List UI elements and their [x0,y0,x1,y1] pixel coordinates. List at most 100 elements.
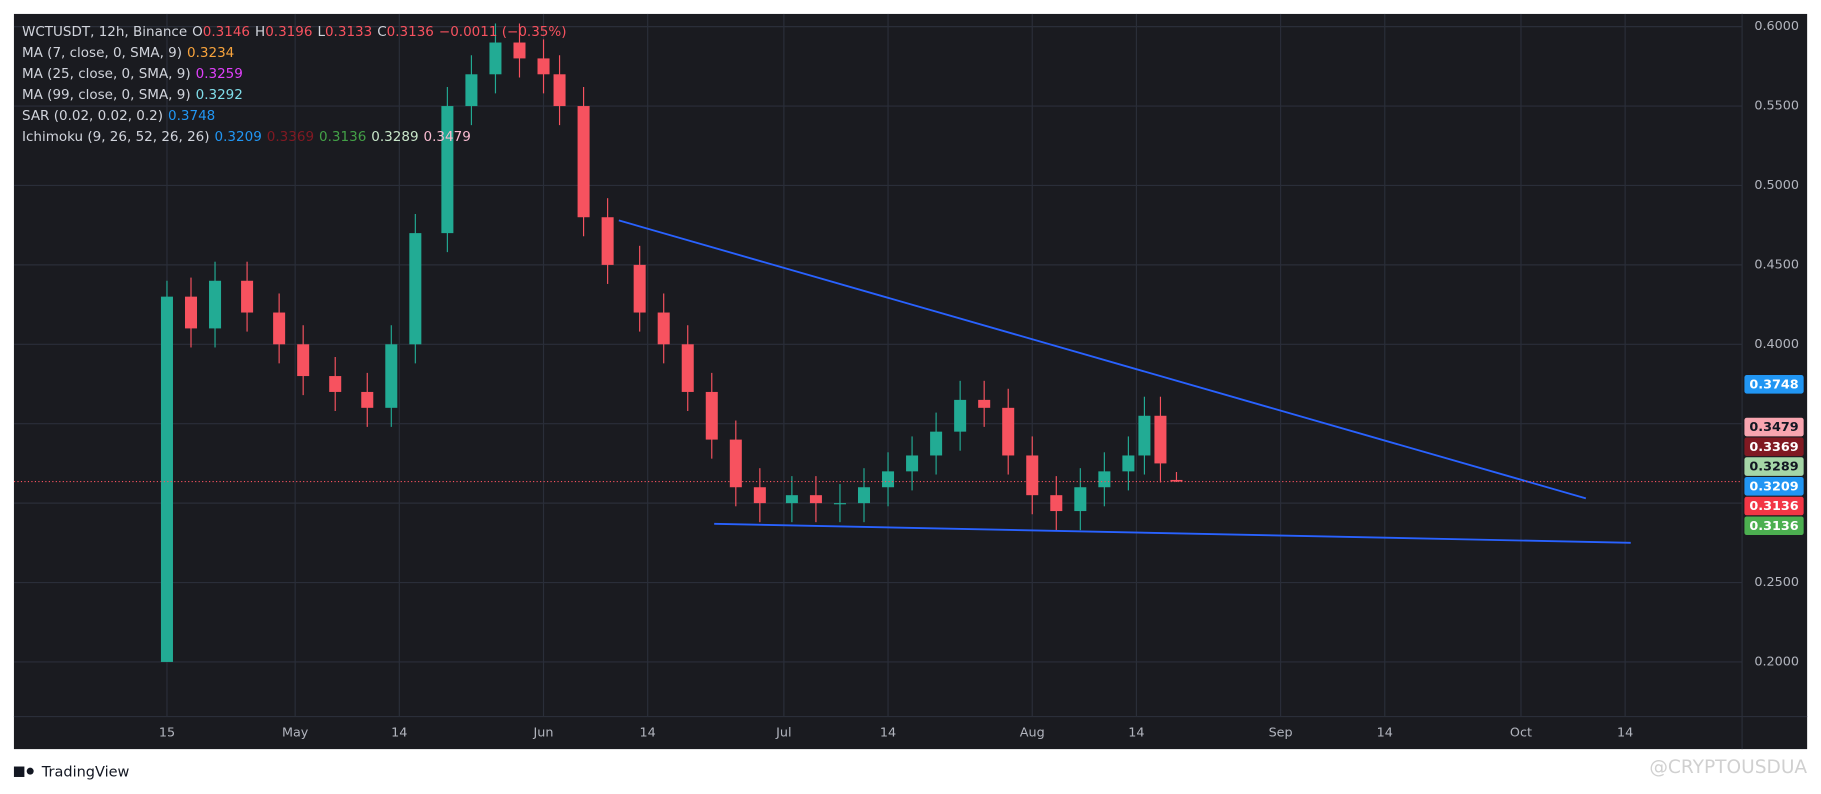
price-tag-label: 0.3289 [1749,460,1798,475]
price-tag [1744,375,1804,394]
candle-body [954,399,967,432]
chart-background [13,13,1808,750]
x-tick-label: Sep [1269,725,1293,740]
price-tag-label: 0.3479 [1749,420,1798,435]
indicator-value: 0.3234 [187,45,235,61]
x-tick-label: Aug [1020,725,1045,740]
candle-body [681,344,694,392]
candle-body [184,296,198,329]
candle-body [577,106,590,218]
candle-body [465,74,478,107]
indicator-name: MA (7, close, 0, SMA, 9) [22,45,183,61]
trendline [714,522,1631,544]
legend-row: MA (99, close, 0, SMA, 9) 0.3292 [22,85,571,106]
candle-body [209,280,222,329]
candle-body [601,217,614,265]
y-tick-label: 0.6000 [1754,19,1799,34]
x-tick-label: May [282,725,309,740]
price-tag [1744,476,1804,496]
x-tick-label: 14 [880,725,896,740]
candle-body [160,296,173,662]
indicator-name: Ichimoku (9, 26, 52, 26, 26) [22,129,210,145]
candle-body [489,42,502,75]
indicator-name: MA (99, close, 0, SMA, 9) [22,87,191,103]
candle-body [657,312,670,345]
price-tag-label: 0.3748 [1749,377,1798,392]
candle-body [857,487,871,504]
candle-body [906,455,919,472]
x-tick-label: 14 [391,725,407,740]
x-tick-label: Oct [1510,725,1532,740]
candle-body [409,233,422,345]
indicator-value: 0.3209 [214,129,262,145]
candle-body [385,344,398,408]
indicator-name: SAR (0.02, 0.02, 0.2) [22,108,164,124]
candle-body [1074,487,1087,512]
indicator-value: 0.3259 [195,66,243,82]
ohlc-label: O [192,24,203,40]
candle-body [1154,415,1167,464]
ohlc-label: L [317,24,325,40]
candle-body [553,74,566,107]
candle-body [753,487,766,504]
plot-area [13,13,1743,717]
ohlc-value: 0.3136 [386,24,434,40]
price-tag-label: 0.3209 [1749,479,1798,494]
candle-body [1098,471,1111,488]
candle-body [297,344,310,377]
legend-row: MA (25, close, 0, SMA, 9) 0.3259 [22,64,571,85]
chart-body: TradingView @CRYPTOUSDUA 0.2000 0.2500 0.3… [13,13,1808,780]
candle-body [833,503,846,505]
ohlc-value: 0.3133 [324,24,373,40]
indicator-value: 0.3136 [319,129,367,145]
price-tag-label: 0.3136 [1749,519,1798,534]
y-tick-label: 0.2000 [1754,654,1799,669]
x-tick-label: Jul [775,725,791,740]
x-tick-label: 14 [1128,725,1144,740]
watermark: @CRYPTOUSDUA [1649,757,1807,778]
candle-body [1050,495,1063,512]
candle-body [1138,415,1151,456]
candle-body [978,399,991,408]
candle-body [1002,407,1015,456]
candle-body [329,376,342,392]
x-tick-label: 14 [1617,725,1633,740]
candle-body [1170,479,1183,482]
candle-body [705,391,718,440]
x-tick-label: Jun [533,725,554,740]
ohlc-label: C [377,24,387,40]
indicator-value: 0.3289 [371,129,419,145]
y-tick-label: 0.4500 [1754,257,1799,272]
legend: WCTUSDT, 12h, Binance O0.3146 H0.3196 L0.31… [22,22,571,148]
y-tick-label: 0.2500 [1754,575,1799,590]
price-tag-label: 0.3136 [1749,499,1798,514]
x-tick-label: 14 [1377,725,1393,740]
x-tick-label: 15 [159,725,175,740]
price-tag [1744,457,1804,476]
ohlc-value: 0.3146 [202,24,251,40]
indicator-value: 0.3369 [266,129,315,145]
candle-body [809,495,822,504]
trendline [618,219,1587,500]
legend-row: MA (7, close, 0, SMA, 9) 0.3234 [22,43,571,64]
price-tag [1744,417,1804,437]
indicator-name: MA (25, close, 0, SMA, 9) [22,66,191,82]
brand: TradingView [41,764,130,780]
candle-body [633,264,646,313]
brand-logo [13,766,34,777]
candle-body [441,106,454,234]
candle-body [273,312,286,345]
change: −0.0011 (−0.35%) [438,24,567,40]
price-tag [1744,516,1804,536]
y-tick-label: 0.5000 [1754,178,1799,193]
price-tag [1744,437,1804,457]
candle-body [785,495,798,504]
legend-row: SAR (0.02, 0.02, 0.2) 0.3748 [22,106,571,127]
candle-body [930,431,943,456]
price-tag-label: 0.3369 [1749,440,1798,455]
candle-body [1026,455,1039,496]
x-tick-label: 14 [640,725,656,740]
price-tag [1744,496,1804,516]
